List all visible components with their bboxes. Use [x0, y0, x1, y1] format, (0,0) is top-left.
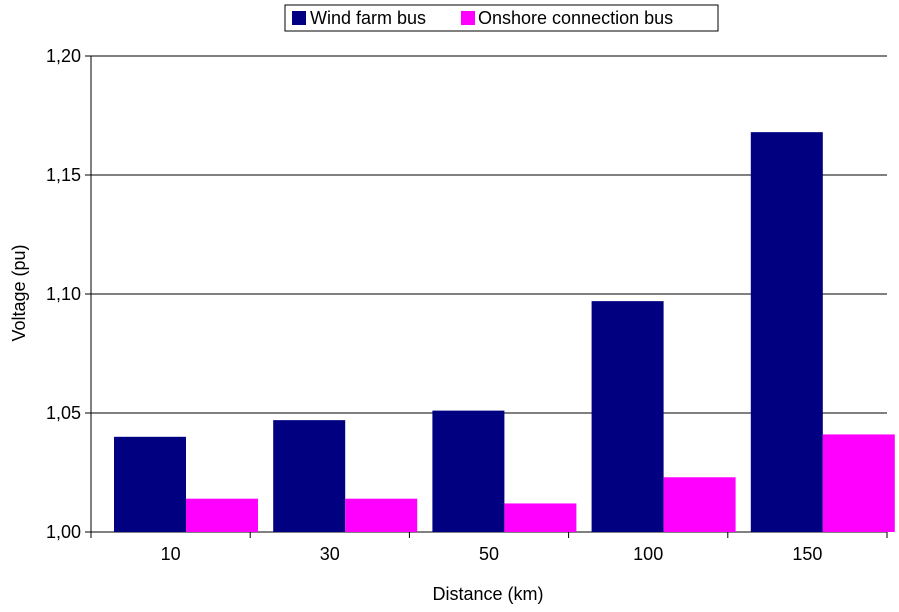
- y-axis-title: Voltage (pu): [9, 244, 29, 341]
- bar-wind-farm-bus: [591, 301, 664, 532]
- bar-onshore-connection-bus: [663, 477, 736, 532]
- bar-onshore-connection-bus: [345, 498, 418, 532]
- y-tick-label: 1,00: [46, 522, 81, 542]
- legend: Wind farm bus Onshore connection bus: [284, 4, 719, 32]
- x-tick-label: 50: [479, 544, 499, 564]
- x-axis-title: Distance (km): [432, 584, 543, 604]
- bar-onshore-connection-bus: [822, 434, 895, 532]
- legend-label-wind-farm-bus: Wind farm bus: [310, 8, 426, 28]
- bar-wind-farm-bus: [432, 410, 505, 532]
- y-tick-label: 1,10: [46, 284, 81, 304]
- y-tick-label: 1,15: [46, 165, 81, 185]
- legend-swatch-onshore-connection-bus: [461, 11, 475, 25]
- legend-label-onshore-connection-bus: Onshore connection bus: [478, 8, 673, 28]
- bar-wind-farm-bus: [750, 132, 823, 532]
- bar-onshore-connection-bus: [504, 503, 577, 532]
- x-tick-label: 150: [792, 544, 822, 564]
- x-tick-label: 30: [320, 544, 340, 564]
- legend-swatch-wind-farm-bus: [292, 11, 306, 25]
- x-tick-label: 10: [161, 544, 181, 564]
- y-tick-label: 1,05: [46, 403, 81, 423]
- bar-wind-farm-bus: [114, 436, 186, 532]
- legend-box: [284, 4, 719, 32]
- x-tick-label: 100: [633, 544, 663, 564]
- y-tick-label: 1,20: [46, 46, 81, 66]
- plot-area: 1,00 1,05 1,10 1,15 1,20 10 30 50 100 150: [46, 46, 895, 564]
- bar-onshore-connection-bus: [186, 498, 258, 532]
- bar-wind-farm-bus: [273, 420, 346, 532]
